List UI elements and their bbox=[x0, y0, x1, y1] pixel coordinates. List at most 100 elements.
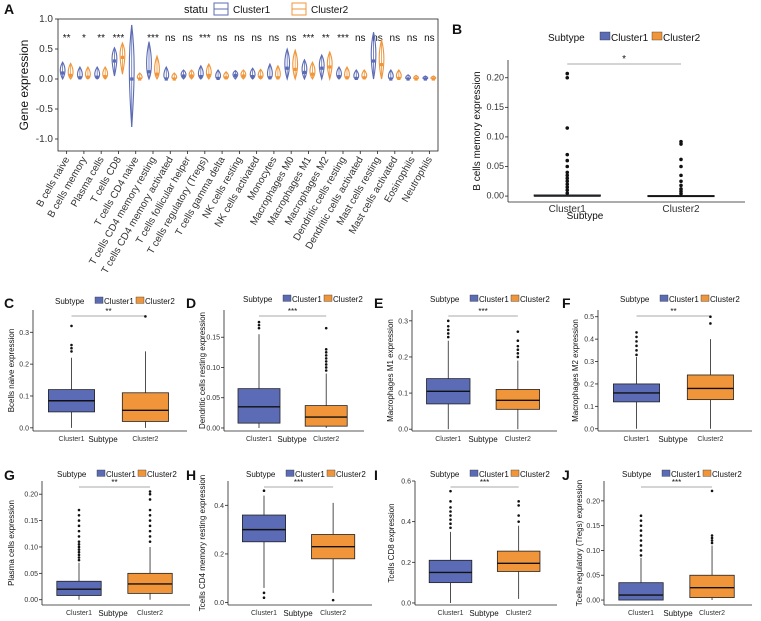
violin-median bbox=[189, 74, 194, 78]
x-tick-label: Cluster2 bbox=[313, 436, 339, 443]
legend-swatch bbox=[469, 294, 479, 302]
x-tick-label: Cluster2 bbox=[506, 610, 532, 617]
violin-median bbox=[95, 75, 99, 79]
x-axis-label: Subtype bbox=[468, 435, 498, 444]
outlier-point bbox=[449, 510, 452, 513]
outlier-point bbox=[639, 519, 643, 522]
outlier-point bbox=[639, 544, 643, 547]
outlier-point bbox=[70, 324, 73, 328]
violin-median bbox=[69, 73, 73, 77]
outlier-point bbox=[70, 350, 73, 353]
panel-label: B bbox=[452, 21, 462, 37]
box-iqr bbox=[618, 582, 664, 601]
legend-label: Cluster2 bbox=[712, 470, 742, 479]
legend-label: Cluster1 bbox=[292, 295, 322, 304]
significance-label: ns bbox=[355, 33, 366, 44]
legend-label: Cluster2 bbox=[333, 295, 363, 304]
box-iqr bbox=[496, 550, 541, 572]
panel-label: G bbox=[4, 467, 15, 483]
y-tick-label: 0.0 bbox=[19, 425, 29, 432]
legend-swatch bbox=[659, 294, 669, 302]
legend-title: Subtype bbox=[430, 470, 460, 479]
outlier-point bbox=[324, 357, 328, 360]
significance-label: ** bbox=[670, 307, 676, 316]
y-tick-label: 0.15 bbox=[586, 523, 600, 530]
outlier-point bbox=[324, 326, 328, 330]
violin-median bbox=[233, 73, 237, 77]
outlier-point bbox=[565, 173, 570, 178]
outlier-point bbox=[148, 540, 152, 543]
outlier-point bbox=[77, 524, 81, 528]
outlier-point bbox=[148, 490, 152, 493]
x-tick-label: Cluster2 bbox=[137, 610, 163, 617]
panel-label: A bbox=[4, 1, 14, 17]
panel-label: E bbox=[374, 295, 383, 311]
panel-f: F Subtype Cluster1 Cluster2 0.0 0.1 0.2 0.3 0.4 0… bbox=[562, 294, 752, 444]
significance-label: ns bbox=[286, 33, 297, 44]
y-tick-label: 0.10 bbox=[206, 365, 220, 372]
violin-median bbox=[130, 77, 134, 81]
significance-label: ** bbox=[97, 33, 105, 44]
x-tick-label: Cluster2 bbox=[132, 436, 158, 443]
y-tick-label: -1.0 bbox=[36, 134, 54, 145]
violin-median bbox=[268, 76, 272, 80]
violin-median bbox=[103, 75, 107, 79]
outlier-point bbox=[565, 170, 570, 175]
violin-median bbox=[155, 72, 159, 76]
violin-median bbox=[251, 75, 255, 79]
violin-median bbox=[293, 67, 297, 71]
outlier-point bbox=[565, 152, 570, 157]
legend-title: Subtype bbox=[622, 470, 652, 479]
legend-swatch bbox=[661, 469, 671, 477]
outlier-point bbox=[565, 164, 570, 169]
outlier-point bbox=[517, 500, 520, 503]
outlier-point bbox=[77, 508, 81, 512]
violin-median bbox=[337, 75, 341, 79]
box-iqr bbox=[304, 405, 348, 427]
legend-label: Cluster2 bbox=[336, 470, 366, 479]
legend-label: Cluster1 bbox=[479, 295, 509, 304]
outlier-point bbox=[148, 519, 152, 522]
significance-label: *** bbox=[288, 307, 297, 316]
outlier-point bbox=[565, 185, 570, 190]
outlier-point bbox=[148, 498, 152, 501]
y-tick-label: 0.00 bbox=[206, 425, 220, 432]
panel-g: G Subtype Cluster1 Cluster2 0.00 0.05 0.10 0.15… bbox=[4, 467, 190, 618]
legend-swatch bbox=[702, 469, 712, 477]
significance-label: ns bbox=[407, 33, 418, 44]
y-tick-label: 0.15 bbox=[206, 335, 220, 342]
outlier-point bbox=[77, 529, 81, 533]
violin-median bbox=[241, 74, 245, 78]
outlier-point bbox=[565, 188, 570, 192]
outlier-point bbox=[635, 340, 638, 343]
significance-label: * bbox=[82, 33, 86, 44]
outlier-point bbox=[324, 348, 328, 351]
legend-title: Subtype bbox=[430, 295, 460, 304]
y-tick-label: 0.6 bbox=[401, 479, 411, 486]
violin-median bbox=[172, 77, 176, 81]
y-tick-label: 0.1 bbox=[19, 393, 29, 400]
y-tick-label: 0.4 bbox=[584, 337, 594, 344]
outlier-point bbox=[635, 349, 638, 352]
violin-median bbox=[181, 74, 186, 78]
outlier-point bbox=[144, 315, 147, 318]
outlier-point bbox=[449, 506, 452, 509]
outlier-point bbox=[710, 539, 714, 542]
y-tick-label: 0.05 bbox=[486, 161, 504, 171]
significance-label: ns bbox=[165, 33, 176, 44]
outlier-point bbox=[565, 75, 570, 80]
outlier-point bbox=[710, 541, 714, 545]
legend-title: Subtype bbox=[246, 470, 276, 479]
outlier-point bbox=[679, 157, 683, 162]
x-tick-label: Cluster1 bbox=[435, 436, 461, 443]
outlier-point bbox=[565, 176, 570, 181]
significance-label: *** bbox=[147, 33, 159, 44]
outlier-point bbox=[148, 513, 152, 517]
plot-frame bbox=[57, 18, 439, 152]
y-tick-label: 0.20 bbox=[486, 72, 504, 82]
legend-label: Cluster1 bbox=[106, 470, 136, 479]
outlier-point bbox=[639, 534, 643, 537]
legend-label: Cluster2 bbox=[710, 295, 740, 304]
legend-title: statu bbox=[184, 4, 208, 16]
